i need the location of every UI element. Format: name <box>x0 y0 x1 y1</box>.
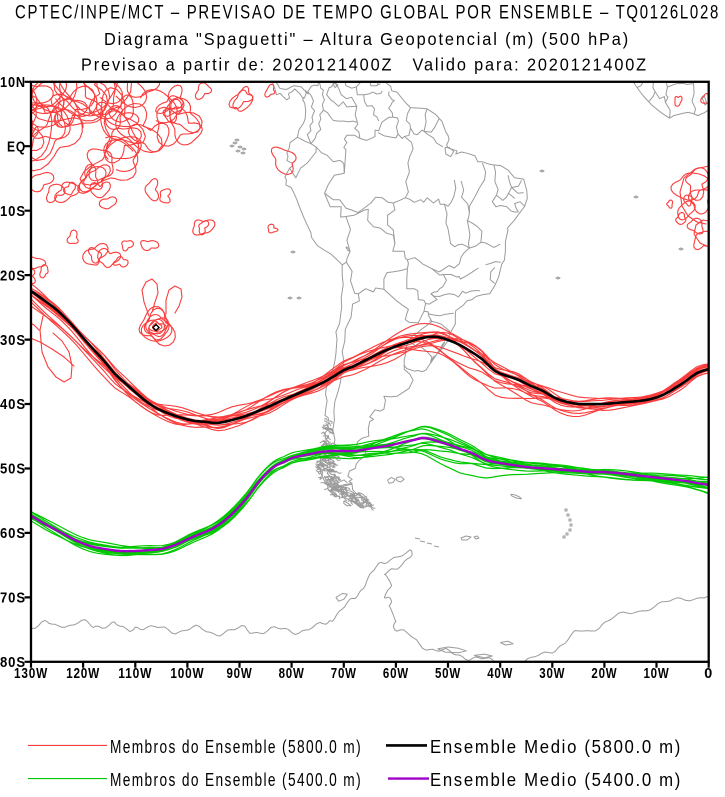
svg-text:60W: 60W <box>383 666 409 682</box>
svg-text:30S: 30S <box>0 333 26 349</box>
svg-text:120W: 120W <box>66 666 100 682</box>
svg-text:40W: 40W <box>487 666 513 682</box>
svg-text:50S: 50S <box>0 462 26 478</box>
svg-text:EQ: EQ <box>7 139 26 155</box>
svg-text:70W: 70W <box>331 666 357 682</box>
svg-text:Membros do Ensemble (5400.0 m): Membros do Ensemble (5400.0 m) <box>110 770 362 790</box>
svg-text:10S: 10S <box>0 204 26 220</box>
svg-text:Ensemble Medio (5800.0 m): Ensemble Medio (5800.0 m) <box>430 737 682 757</box>
svg-text:Previsao a partir de: 20201214: Previsao a partir de: 2020121400Z Valido… <box>81 55 648 75</box>
svg-text:80W: 80W <box>279 666 305 682</box>
svg-text:Diagrama "Spaguetti" – Altura: Diagrama "Spaguetti" – Altura Geopotenci… <box>104 29 630 49</box>
svg-text:100W: 100W <box>170 666 204 682</box>
svg-text:10N: 10N <box>0 75 26 91</box>
svg-text:30W: 30W <box>539 666 565 682</box>
svg-text:90W: 90W <box>227 666 253 682</box>
svg-text:0: 0 <box>704 666 713 682</box>
svg-text:60S: 60S <box>0 526 26 542</box>
svg-text:80S: 80S <box>0 655 26 671</box>
svg-text:70S: 70S <box>0 591 26 607</box>
svg-text:10W: 10W <box>644 666 670 682</box>
svg-text:50W: 50W <box>435 666 461 682</box>
svg-text:40S: 40S <box>0 397 26 413</box>
svg-text:110W: 110W <box>118 666 152 682</box>
svg-text:20W: 20W <box>591 666 617 682</box>
svg-text:20S: 20S <box>0 268 26 284</box>
svg-text:Membros do Ensemble (5800.0 m): Membros do Ensemble (5800.0 m) <box>110 737 362 757</box>
svg-text:CPTEC/INPE/MCT – PREVISAO DE T: CPTEC/INPE/MCT – PREVISAO DE TEMPO GLOBA… <box>15 3 720 24</box>
svg-text:130W: 130W <box>14 666 48 682</box>
svg-text:Ensemble Medio (5400.0 m): Ensemble Medio (5400.0 m) <box>430 770 682 790</box>
